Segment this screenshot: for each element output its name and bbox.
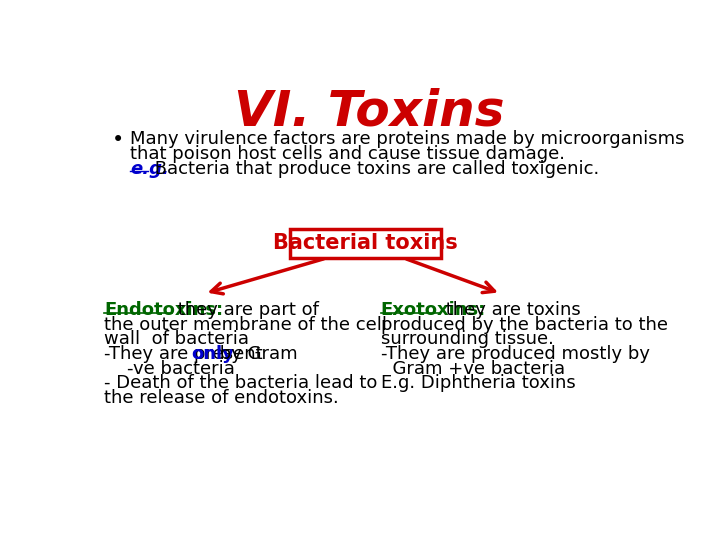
FancyBboxPatch shape [289,229,441,258]
Text: Bacteria that produce toxins are called toxigenic.: Bacteria that produce toxins are called … [149,159,599,178]
Text: by Gram: by Gram [214,345,297,363]
Text: e.g.: e.g. [130,159,169,178]
Text: Endotoxins:: Endotoxins: [104,301,223,319]
Text: -They are present: -They are present [104,345,269,363]
Text: they are toxins: they are toxins [439,301,580,319]
Text: surrounding tissue.: surrounding tissue. [381,330,554,348]
Text: Gram +ve bacteria: Gram +ve bacteria [381,360,564,377]
Text: they are part of: they are part of [172,301,319,319]
Text: the outer membrane of the cell: the outer membrane of the cell [104,316,387,334]
Text: the release of endotoxins.: the release of endotoxins. [104,389,338,407]
Text: produced by the bacteria to the: produced by the bacteria to the [381,316,667,334]
Text: Bacterial toxins: Bacterial toxins [273,233,457,253]
Text: -They are produced mostly by: -They are produced mostly by [381,345,649,363]
Text: E.g. Diphtheria toxins: E.g. Diphtheria toxins [381,374,575,393]
Text: Exotoxins:: Exotoxins: [381,301,486,319]
Text: Many virulence factors are proteins made by microorganisms: Many virulence factors are proteins made… [130,130,685,148]
Text: •: • [112,130,124,150]
Text: wall  of bacteria: wall of bacteria [104,330,249,348]
Text: only: only [192,345,235,363]
Text: - Death of the bacteria lead to: - Death of the bacteria lead to [104,374,377,393]
Text: VI. Toxins: VI. Toxins [234,88,504,136]
Text: that poison host cells and cause tissue damage.: that poison host cells and cause tissue … [130,145,565,163]
Text: -ve bacteria: -ve bacteria [104,360,235,377]
